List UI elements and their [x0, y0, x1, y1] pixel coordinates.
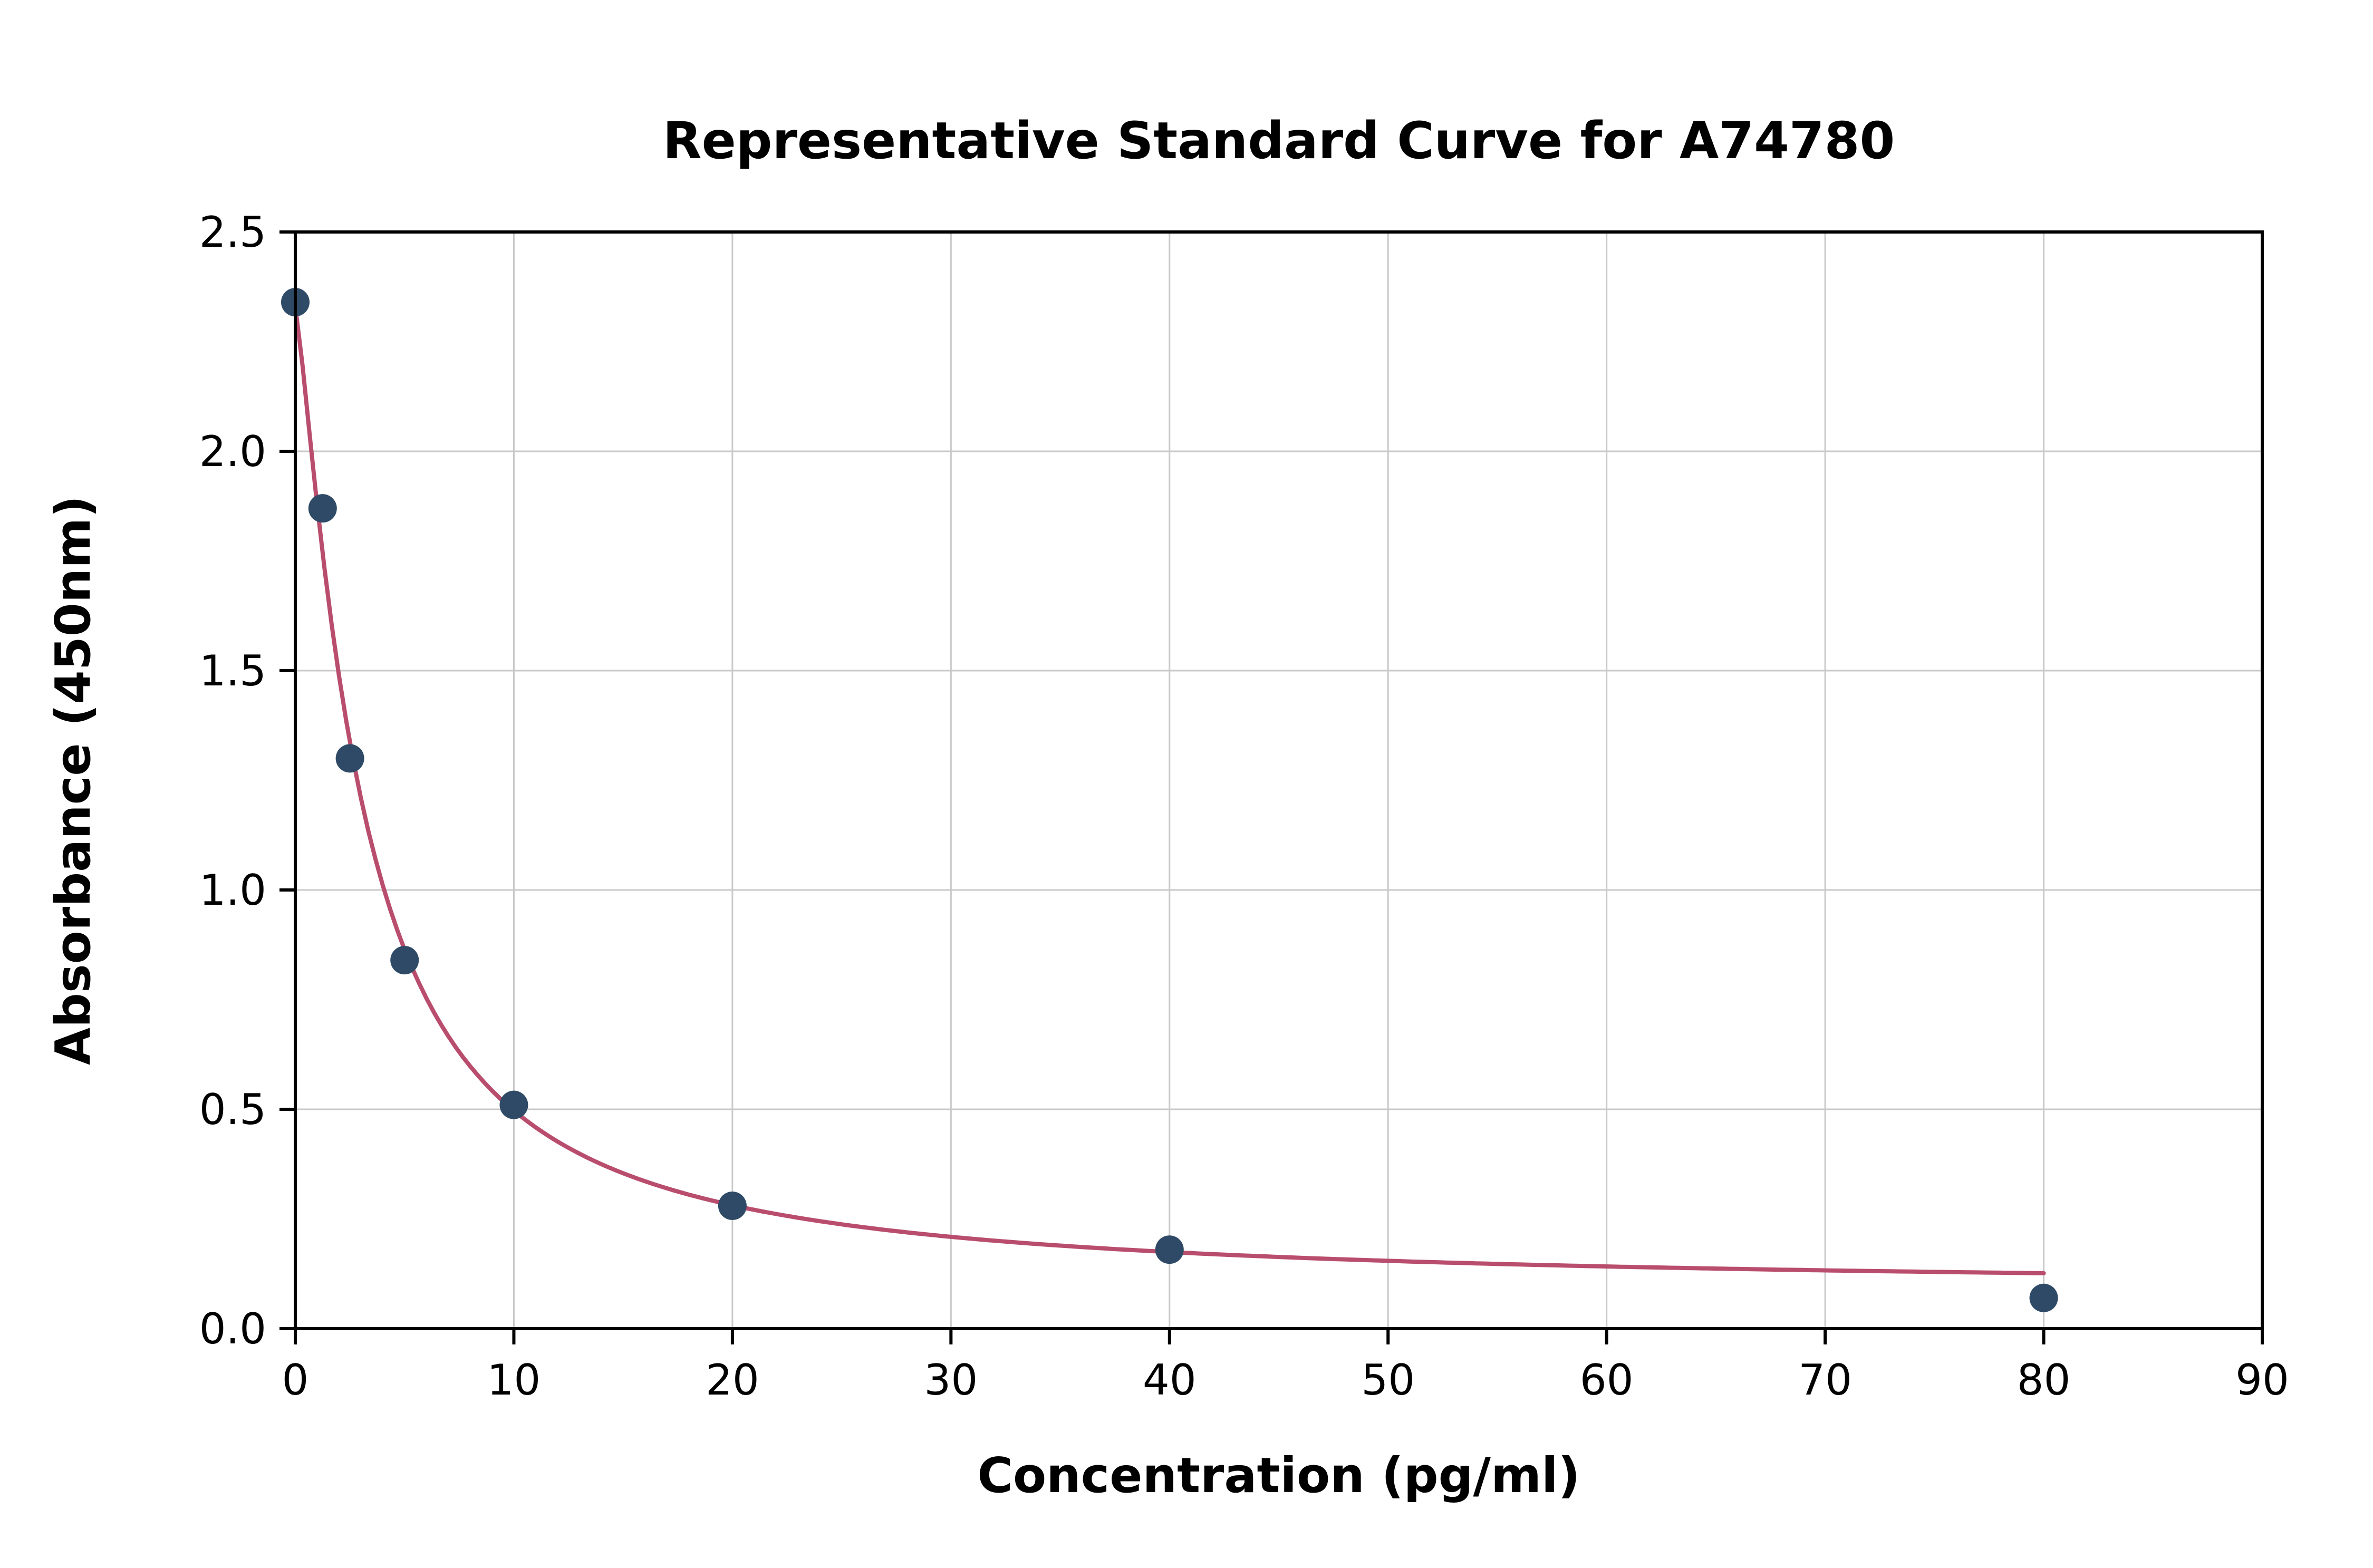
- data-point: [718, 1192, 747, 1221]
- data-points-layer: [281, 288, 2058, 1312]
- x-tick-label: 70: [1798, 1356, 1852, 1405]
- grid-layer: [294, 231, 2263, 1330]
- plot-border: [294, 230, 2264, 1330]
- data-point: [335, 744, 364, 773]
- x-tick-label: 80: [2017, 1356, 2071, 1405]
- data-point: [390, 946, 419, 975]
- data-point: [499, 1090, 528, 1119]
- x-tick-label: 20: [706, 1356, 759, 1405]
- y-tick-label: 2.0: [199, 427, 266, 476]
- y-tick-label: 0.0: [199, 1304, 266, 1353]
- y-tick-label: 2.5: [199, 208, 266, 257]
- x-axis-label: Concentration (pg/ml): [977, 1447, 1580, 1504]
- x-tick-label: 10: [487, 1356, 541, 1405]
- x-tick-label: 30: [924, 1356, 978, 1405]
- data-point: [1155, 1235, 1184, 1264]
- data-point: [2029, 1283, 2058, 1312]
- x-tick-label: 40: [1143, 1356, 1197, 1405]
- y-axis-label: Absorbance (450nm): [45, 496, 101, 1065]
- y-tick-label: 1.5: [199, 646, 266, 695]
- chart-title: Representative Standard Curve for A74780: [663, 111, 1895, 170]
- x-tick-label: 0: [282, 1356, 309, 1405]
- x-tick-label: 50: [1361, 1356, 1415, 1405]
- x-tick-label: 90: [2235, 1356, 2289, 1405]
- data-point: [308, 494, 337, 523]
- x-tick-label: 60: [1580, 1356, 1634, 1405]
- y-tick-label: 0.5: [199, 1085, 266, 1134]
- y-tick-label: 1.0: [199, 866, 266, 915]
- tick-layer: 0 10 20 30 40 50 60 70 80 90 0.0 0.5 1.0 1.5 2.0 2.5: [199, 208, 2289, 1405]
